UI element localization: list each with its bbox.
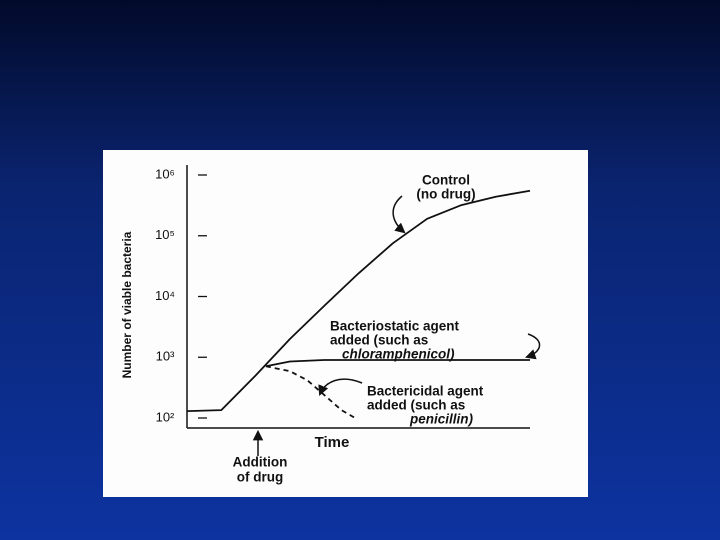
series-line — [186, 189, 531, 412]
annotation: added (such as — [367, 398, 465, 413]
figure-panel — [103, 150, 588, 497]
annotation: added (such as — [330, 333, 428, 348]
series-line — [265, 365, 356, 419]
annotation: penicillin) — [409, 412, 474, 427]
bactericidal-arrow — [318, 378, 363, 396]
y-tick-label: 10³ — [156, 349, 175, 364]
y-tick-label: 10⁶ — [155, 166, 175, 181]
y-tick-label: 10⁴ — [155, 288, 175, 303]
x-axis-label: Time — [315, 434, 350, 451]
annotation: Bacteriostatic agent — [330, 319, 460, 334]
y-axis-label: Number of viable bacteria — [120, 231, 134, 378]
bacteriostatic-arrow — [525, 333, 541, 360]
annotation: Addition — [233, 455, 288, 470]
y-tick-label: 10⁵ — [155, 227, 175, 242]
annotation: Bactericidal agent — [367, 384, 484, 399]
annotation: (no drug) — [416, 187, 475, 202]
annotation: Control — [422, 173, 470, 188]
annotation: chloramphenicol) — [342, 347, 455, 362]
series-line — [265, 359, 530, 368]
y-tick-label: 10² — [156, 409, 175, 424]
annotation: of drug — [237, 470, 284, 485]
control-arrow — [392, 195, 406, 234]
